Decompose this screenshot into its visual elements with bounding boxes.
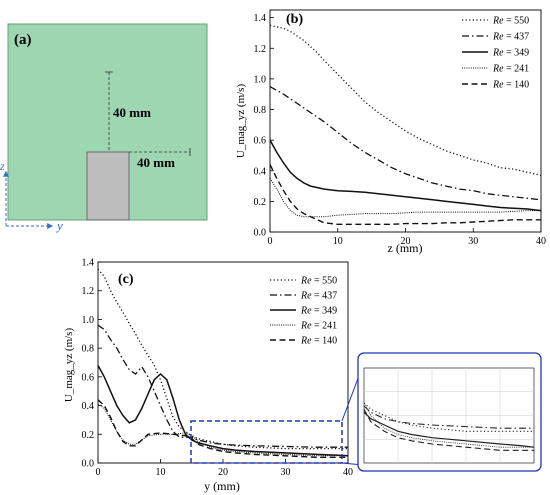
chart-b-xtick-label: 10 <box>333 236 343 247</box>
chart-b-series-line-3 <box>269 139 542 212</box>
inset-series-line-1 <box>363 402 534 432</box>
chart-c-series-line-2 <box>97 324 348 448</box>
chart-b-ytick-label: 1.2 <box>254 44 267 55</box>
chart-b-ytick-label: 0.8 <box>254 105 267 116</box>
dim-horizontal-label: 40 mm <box>137 155 175 170</box>
chart-b-series-line-1 <box>269 24 542 177</box>
chart-c-legend-label: Re = 140 <box>300 336 337 347</box>
chart-c-xtick-label: 20 <box>218 467 228 478</box>
chart-c: (c) y (mm) U_mag_yz (m/s) 0 10 20 30 40 0.0 0.… <box>63 258 364 493</box>
chart-b-xtick-label: 20 <box>401 236 411 247</box>
chart-c-ytick-label: 1.4 <box>82 258 95 269</box>
chart-c-series-line-1 <box>97 268 348 450</box>
obstacle-block <box>86 151 130 221</box>
chart-b-xtick-label: 0 <box>268 236 273 247</box>
chart-b-legend-label: Re = 241 <box>492 64 529 75</box>
chart-c-ytick-label: 0.6 <box>82 372 95 383</box>
axis-z-label: z <box>0 159 5 173</box>
inset-series-line-5 <box>363 408 534 451</box>
chart-b-series-line-4 <box>269 178 541 218</box>
zoom-inset <box>357 352 542 472</box>
chart-c-xtick-label: 40 <box>343 467 353 478</box>
chart-c-xtick-label: 0 <box>96 467 101 478</box>
chart-c-ytick-label: 1.0 <box>82 315 95 326</box>
panel-a-label: (a) <box>14 32 32 48</box>
chart-b-xtick-label: 30 <box>468 236 478 247</box>
chart-b-legend-label: Re = 437 <box>492 32 529 43</box>
chart-c-legend-label: Re = 437 <box>300 291 337 302</box>
chart-b-legend-label: Re = 550 <box>492 16 529 27</box>
chart-c-ytick-label: 0.8 <box>82 344 95 355</box>
chart-b-legend-label: Re = 140 <box>492 80 529 91</box>
chart-c-ytick-label: 1.2 <box>82 286 95 297</box>
chart-c-ylabel: U_mag_yz (m/s) <box>63 328 75 403</box>
chart-c-xlabel: y (mm) <box>204 479 240 493</box>
chart-b-ytick-label: 1.0 <box>254 74 267 85</box>
chart-b-ytick-label: 1.4 <box>254 13 267 24</box>
chart-b-ytick-label: 0.6 <box>254 136 267 147</box>
chart-b-ylabel: U_mag_yz (m/s) <box>235 84 247 159</box>
chart-b-series-line-5 <box>269 164 541 225</box>
chart-b-ytick-label: 0.0 <box>254 228 267 239</box>
zoom-region-box <box>190 420 343 464</box>
chart-c-legend-label: Re = 241 <box>300 321 337 332</box>
chart-c-ytick-label: 0.4 <box>82 401 95 412</box>
chart-b-ytick-label: 0.2 <box>254 197 267 208</box>
chart-c-legend-label: Re = 550 <box>300 276 337 287</box>
chart-c-legend-label: Re = 349 <box>300 306 337 317</box>
chart-b: (b) z (mm) U_mag_yz (m/s) 0 10 20 30 40 0.0 0.… <box>235 9 546 255</box>
chart-b-legend-label: Re = 349 <box>492 48 529 59</box>
chart-c-panel-label: (c) <box>118 272 134 287</box>
inset-series-line-2 <box>363 405 534 429</box>
chart-b-panel-label: (b) <box>286 12 303 27</box>
chart-c-xtick-label: 10 <box>156 467 166 478</box>
inset-series-line-3 <box>363 411 535 448</box>
chart-b-series-line-2 <box>269 86 542 201</box>
chart-b-frame <box>269 9 542 233</box>
panel-a: (a) 40 mm 40 mm y z <box>0 23 208 233</box>
chart-c-ytick-label: 0.2 <box>82 430 95 441</box>
chart-c-xtick-label: 30 <box>281 467 291 478</box>
inset-series-line-4 <box>363 402 534 448</box>
axis-y-label: y <box>55 218 63 233</box>
chart-c-series-line-5 <box>97 399 348 458</box>
chart-b-xtick-label: 40 <box>536 236 546 247</box>
dim-vertical-label: 40 mm <box>113 105 151 120</box>
chart-b-xlabel: z (mm) <box>388 241 423 255</box>
chart-c-series-line-3 <box>97 365 349 457</box>
chart-c-ytick-label: 0.0 <box>82 459 95 470</box>
chart-b-ytick-label: 0.4 <box>254 166 267 177</box>
